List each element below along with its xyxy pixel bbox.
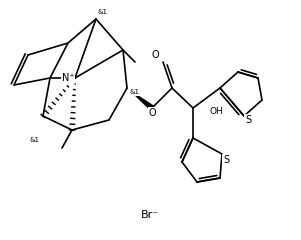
Text: &1: &1 — [129, 89, 139, 95]
Text: N⁺: N⁺ — [62, 73, 74, 83]
Text: OH: OH — [210, 108, 224, 116]
Text: &1: &1 — [30, 137, 40, 143]
Text: S: S — [245, 115, 251, 125]
Text: O: O — [151, 50, 159, 60]
Text: Br⁻: Br⁻ — [141, 210, 159, 220]
Text: &1: &1 — [98, 9, 108, 15]
Text: S: S — [223, 155, 229, 165]
Polygon shape — [127, 88, 154, 110]
Text: O: O — [148, 108, 156, 118]
